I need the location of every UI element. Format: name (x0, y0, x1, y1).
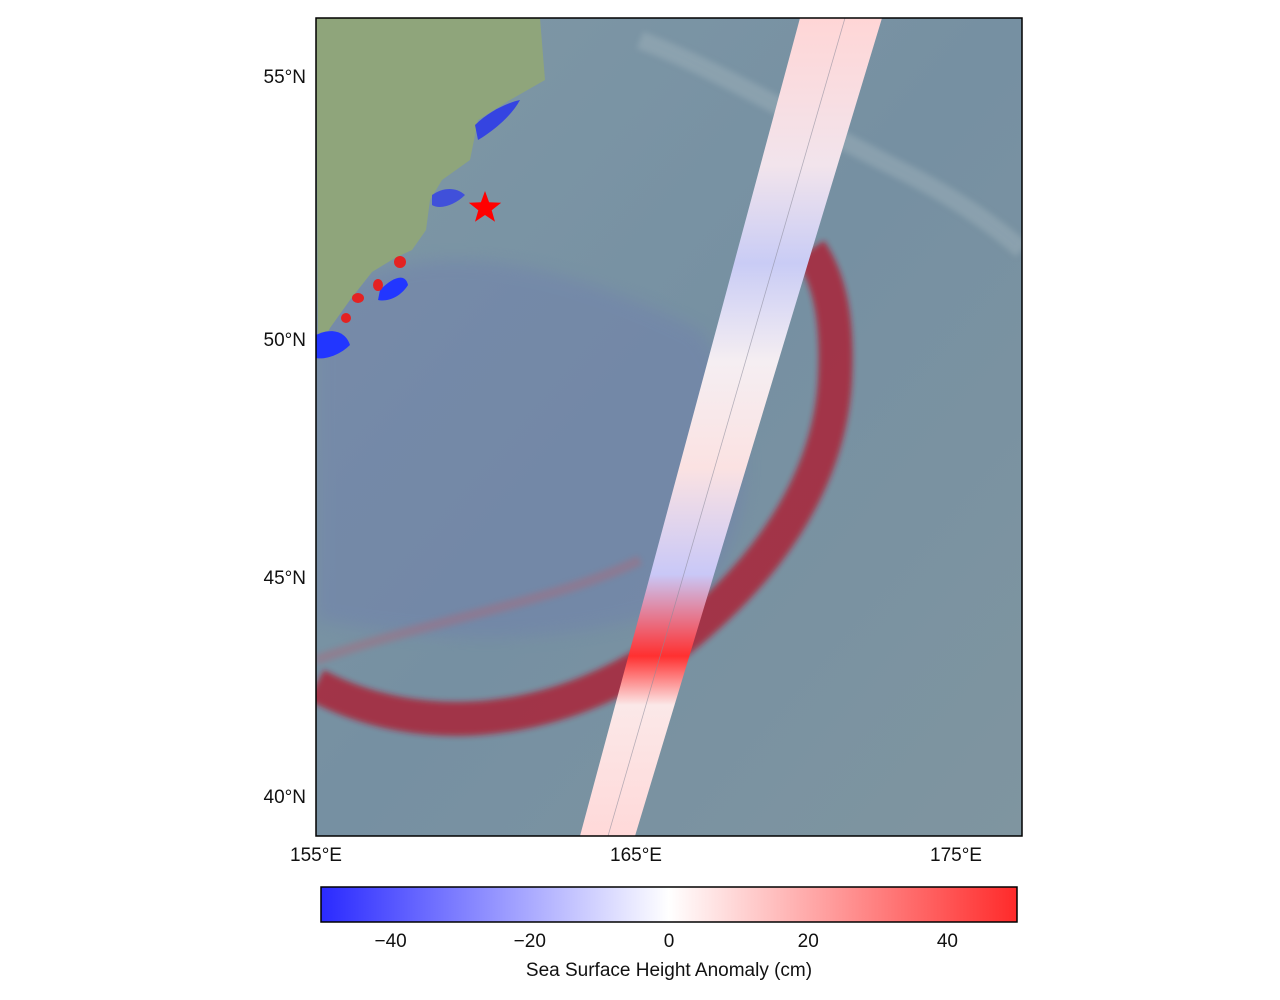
map-frame (315, 17, 1023, 837)
lat-axis: 55°N 50°N 45°N 40°N (264, 67, 306, 808)
positive-wavefront (316, 240, 853, 736)
coastal-anomalies (316, 100, 520, 359)
positive-wavefront-outer (316, 555, 643, 665)
lat-tick-label: 55°N (264, 67, 306, 88)
colorbar-tick-label: −20 (514, 931, 546, 952)
lon-tick-label: 165°E (610, 845, 662, 866)
negative-anomaly-region (316, 260, 745, 638)
colorbar-gradient (320, 886, 1018, 923)
colorbar-tick-label: 20 (798, 931, 819, 952)
aleutian-ridge (636, 31, 1022, 257)
lon-tick-label: 175°E (930, 845, 982, 866)
altimeter-swath (580, 18, 882, 836)
colorbar: −40 −20 0 20 40 Sea Surface Height Anomaly (… (320, 886, 1018, 981)
map-panel (316, 18, 1022, 836)
lat-tick-label: 40°N (264, 787, 306, 808)
colorbar-ticks: −40 −20 0 20 40 (374, 931, 957, 952)
colorbar-tick-label: 40 (937, 931, 958, 952)
lat-tick-label: 45°N (264, 568, 306, 589)
colorbar-tick-label: −40 (374, 931, 406, 952)
lon-tick-label: 155°E (290, 845, 342, 866)
swath-centerline (607, 18, 846, 836)
colorbar-label: Sea Surface Height Anomaly (cm) (526, 960, 812, 981)
lat-tick-label: 50°N (264, 330, 306, 351)
lon-axis: 155°E 165°E 175°E (290, 845, 982, 866)
kamchatka-land (316, 18, 545, 350)
colorbar-tick-label: 0 (664, 931, 675, 952)
epicenter-star-icon (468, 191, 502, 222)
